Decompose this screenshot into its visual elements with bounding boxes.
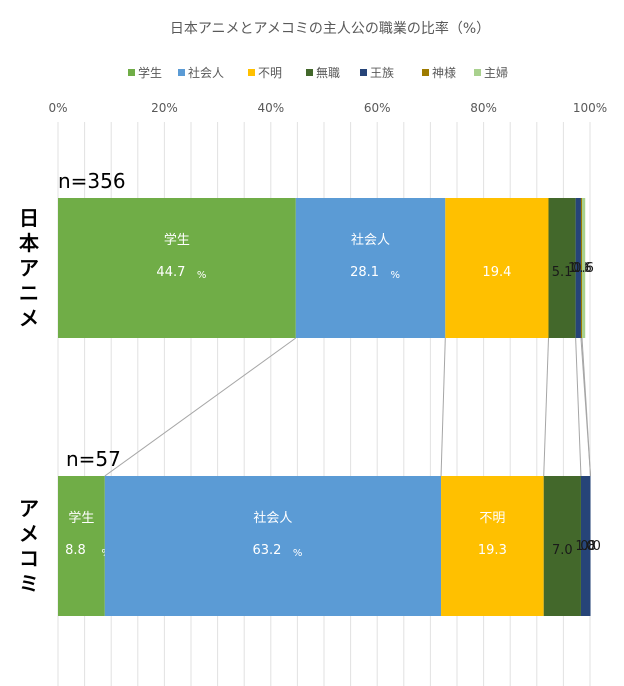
legend-swatch	[306, 69, 313, 76]
category-label: 日本アニメ	[19, 206, 39, 330]
segment-value-label: 0	[586, 539, 594, 554]
n-label: n=57	[66, 447, 121, 471]
series-lines	[104, 337, 592, 477]
segment-value-label: 19.4	[482, 265, 511, 280]
segment-name-label: 社会人	[253, 510, 292, 526]
legend-label: 王族	[370, 66, 394, 80]
segment-value-label: 28.1	[350, 265, 379, 280]
legend-swatch	[474, 69, 481, 76]
legend-label: 学生	[138, 65, 162, 80]
legend-swatch	[128, 69, 135, 76]
legend: 学生 社会人 不明 無職 王族 神様 主婦	[128, 65, 508, 80]
category-labels: n=356 日本アニメ n=57 アメコミ	[19, 169, 126, 596]
segment-name-label: 不明	[479, 511, 505, 526]
segment-value-label: 0.0	[580, 539, 601, 554]
bar-segment	[295, 198, 446, 338]
legend-label: 無職	[316, 65, 340, 80]
category-label: アメコミ	[19, 497, 39, 596]
legend-swatch	[422, 69, 429, 76]
x-tick-label: 80%	[470, 101, 497, 115]
bars: 学生44.7%社会人28.1%19.45.11.00.60.6学生8.8%社会人…	[58, 198, 601, 616]
segment-name-label: 学生	[68, 510, 94, 526]
bar-segment	[441, 476, 544, 616]
series-line	[104, 337, 297, 477]
bar-segment	[582, 198, 586, 338]
segment-value-label: 5.1	[552, 265, 573, 280]
segment-value-label: 7.0	[552, 543, 573, 558]
series-line	[581, 337, 592, 477]
segment-value-label: 44.7	[156, 265, 185, 280]
legend-swatch	[248, 69, 255, 76]
segment-name-label: 社会人	[351, 232, 390, 248]
bar-segment	[58, 198, 296, 338]
x-tick-label: 40%	[257, 101, 284, 115]
bar-segment	[580, 476, 591, 616]
n-label: n=356	[58, 169, 126, 193]
legend-swatch	[360, 69, 367, 76]
legend-label: 社会人	[188, 65, 224, 80]
segment-unit-label: %	[293, 548, 303, 559]
segment-unit-label: %	[391, 270, 401, 281]
x-tick-label: 100%	[573, 101, 607, 115]
segment-value-label: 63.2	[252, 543, 281, 558]
x-axis-tick-labels: 0% 20% 40% 60% 80% 100%	[48, 101, 607, 115]
segment-name-label: 学生	[164, 232, 190, 248]
legend-swatch	[178, 69, 185, 76]
segment-value-label: 0.6	[573, 261, 594, 276]
segment-value-label: 19.3	[478, 543, 507, 558]
bar-segment	[575, 198, 581, 338]
series-line	[543, 337, 550, 477]
segment-value-label: 1.8	[575, 539, 596, 554]
x-tick-label: 0%	[48, 101, 67, 115]
x-tick-label: 20%	[151, 101, 178, 115]
segment-unit-label: %	[197, 270, 207, 281]
series-line	[575, 337, 582, 477]
bar-segment	[104, 476, 442, 616]
legend-label: 主婦	[484, 65, 508, 80]
segment-value-label: 8.8	[65, 543, 86, 558]
bar-segment	[445, 198, 549, 338]
x-tick-label: 60%	[364, 101, 391, 115]
legend-label: 不明	[258, 66, 282, 80]
legend-label: 神様	[432, 66, 456, 80]
series-line	[440, 337, 446, 477]
bar-segment	[580, 198, 583, 338]
chart-title: 日本アニメとアメコミの主人公の職業の比率（%）	[170, 20, 490, 37]
bar-segment	[58, 476, 105, 616]
bar-segment	[543, 476, 581, 616]
bar-segment	[548, 198, 576, 338]
segment-value-label: 0.6	[571, 261, 592, 276]
